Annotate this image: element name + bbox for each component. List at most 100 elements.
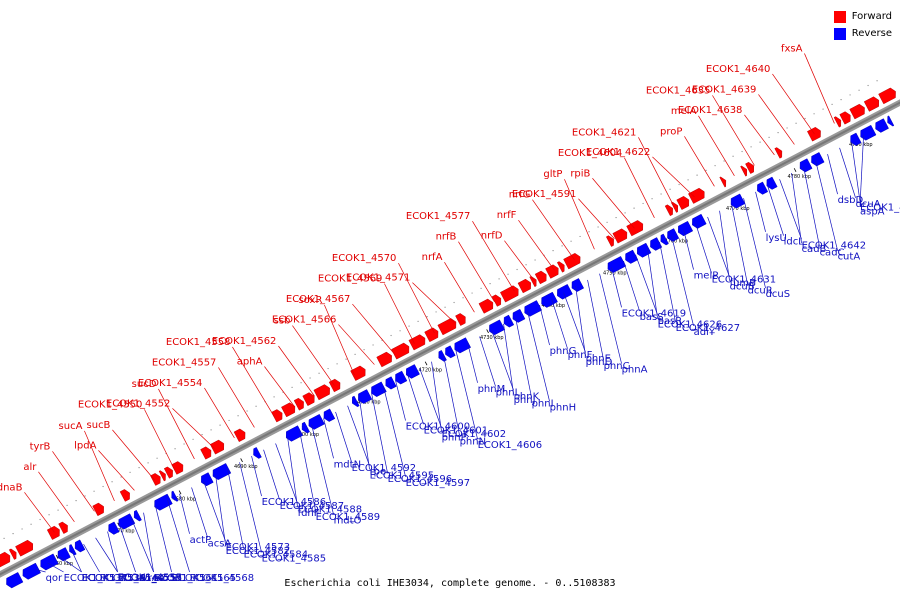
forward-gene <box>774 147 783 159</box>
gene-label: sucB <box>87 420 111 431</box>
gene-label: phnL <box>496 388 521 399</box>
leader-line <box>398 262 435 334</box>
reverse-gene <box>301 421 310 434</box>
track-dot <box>696 174 698 176</box>
gene-label: basR <box>658 316 683 327</box>
reverse-gene <box>154 493 173 511</box>
reverse-gene <box>766 176 778 190</box>
leader-line <box>551 298 568 349</box>
track-dot <box>93 490 95 492</box>
tick-label: 4780 kbp <box>788 174 812 180</box>
gene-label: adiY <box>694 327 716 338</box>
forward-gene <box>233 428 246 442</box>
gene-label: ECOK1_4595 <box>370 470 435 481</box>
gene-label: ECOK1_4540 <box>100 573 165 584</box>
reverse-gene <box>395 370 408 385</box>
reverse-gene <box>133 509 142 522</box>
reverse-gene <box>799 158 813 173</box>
track-dot <box>741 150 743 153</box>
track-dot <box>480 287 482 289</box>
track-dot <box>795 122 797 124</box>
tick-label: 4700 kbp <box>296 432 320 438</box>
track-dot <box>624 212 626 214</box>
gene-label: ECOK1_4647 <box>860 203 900 214</box>
track-dot <box>318 372 320 374</box>
gene-label: ECOK1_4631 <box>712 274 777 285</box>
reverse-gene <box>625 249 639 264</box>
leader-line <box>758 94 795 145</box>
leader-line <box>515 317 532 398</box>
gene-label: qor <box>46 573 63 584</box>
track-dot <box>363 349 365 351</box>
leader-line <box>287 437 298 508</box>
leader-line <box>172 408 215 449</box>
gene-label: soxR <box>299 295 323 306</box>
leader-line <box>815 160 838 251</box>
leader-line <box>684 136 715 187</box>
reverse-gene <box>40 553 59 571</box>
track-dot <box>30 523 32 525</box>
track-dot <box>399 330 401 332</box>
track-dot <box>147 462 149 464</box>
gene-label: ECOK1_4597 <box>406 478 471 489</box>
reverse-gene <box>850 132 862 146</box>
gene-label: melA <box>671 106 697 117</box>
gene-label: cadB <box>802 244 827 255</box>
reverse-gene <box>108 521 120 535</box>
reverse-gene <box>503 314 515 328</box>
gene-label: ECOK1_4585 <box>262 553 327 564</box>
gene-label: aspA <box>860 206 885 217</box>
forward-gene <box>863 96 879 112</box>
forward-gene <box>209 439 225 455</box>
gene-label: ldcL <box>784 237 805 248</box>
gene-label: aphA <box>237 356 263 367</box>
gene-label: nrfB <box>436 232 457 243</box>
gene-label: nrfF <box>497 210 517 221</box>
gene-label: dnaB <box>0 482 23 493</box>
track-dot <box>237 415 239 417</box>
forward-gene <box>455 313 466 326</box>
gene-label: phnH <box>550 402 577 413</box>
gene-label: mdtN <box>334 459 362 470</box>
forward-gene <box>545 264 559 279</box>
gene-label: sucD <box>132 379 157 390</box>
leader-line <box>383 386 406 477</box>
leader-line <box>412 282 455 323</box>
forward-gene <box>606 235 614 247</box>
gene-label: soxS <box>154 573 177 584</box>
gene-label: cadC <box>820 248 845 259</box>
reverse-gene <box>352 395 360 408</box>
leader-line <box>35 568 46 573</box>
gene-label: proP <box>660 126 682 137</box>
tick-label: 4770 kbp <box>726 206 750 212</box>
leader-line <box>564 179 595 250</box>
leader-line <box>575 286 586 357</box>
gene-label: rpiB <box>570 168 590 179</box>
gene-label: phnD <box>586 357 613 368</box>
track-dot <box>255 405 257 407</box>
tick-mark <box>178 490 182 495</box>
track-dot <box>804 117 806 120</box>
track-dot <box>660 193 662 195</box>
reverse-gene <box>69 544 77 556</box>
forward-gene <box>313 384 330 401</box>
forward-gene <box>740 165 748 177</box>
gene-label: ECOK1_4552 <box>106 398 171 409</box>
forward-gene <box>163 466 173 479</box>
track-dot <box>228 419 230 422</box>
leader-line <box>38 471 75 523</box>
reverse-gene <box>667 228 680 242</box>
leader-line <box>263 449 280 500</box>
reverse-gene <box>512 308 526 323</box>
leader-line <box>143 512 154 573</box>
gene-label: phnC <box>604 361 630 372</box>
forward-gene-labels: dnaBalrtyrBsucAlpdAsucBECOK1_4550sucDECO… <box>0 43 835 533</box>
tick-label: 4750 kbp <box>603 271 627 277</box>
leader-line <box>84 430 115 501</box>
tick-label: 4660 kbp <box>50 561 74 567</box>
reverse-gene <box>875 118 889 133</box>
tick-label: 4790 kbp <box>849 142 873 148</box>
forward-gene <box>849 103 865 120</box>
forward-gene <box>833 116 842 128</box>
forward-gene <box>92 502 104 517</box>
